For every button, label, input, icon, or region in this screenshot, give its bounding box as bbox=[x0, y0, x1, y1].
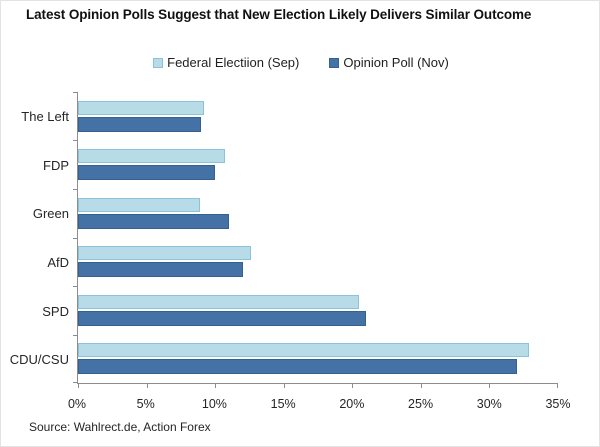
x-axis-tick bbox=[146, 383, 148, 388]
x-axis-tick bbox=[489, 383, 491, 388]
category-label-afd: AfD bbox=[47, 254, 69, 270]
x-axis-tick bbox=[420, 383, 422, 388]
plot-area bbox=[73, 92, 558, 388]
category-label-the-left: The Left bbox=[21, 108, 69, 124]
y-axis-category-labels: The Left FDP Green AfD SPD CDU/CSU bbox=[1, 92, 71, 384]
x-axis-label-10pct: 10% bbox=[201, 397, 227, 411]
y-axis-tick bbox=[73, 140, 78, 142]
category-label-fdp: FDP bbox=[43, 157, 69, 173]
bar-cdu-csu-series-0 bbox=[78, 343, 530, 358]
source-note: Source: Wahlrect.de, Action Forex bbox=[29, 420, 211, 434]
bar-the-left-series-0 bbox=[78, 100, 205, 115]
chart-title: Latest Opinion Polls Suggest that New El… bbox=[26, 7, 532, 22]
x-axis-label-35pct: 35% bbox=[545, 397, 571, 411]
category-label-green: Green bbox=[32, 206, 69, 222]
bar-afd-series-0 bbox=[78, 246, 251, 261]
legend-swatch-dark-blue bbox=[329, 57, 340, 68]
y-axis-tick bbox=[73, 285, 78, 287]
bar-group-the-left bbox=[78, 92, 558, 141]
legend-label-federal-election: Federal Electiion (Sep) bbox=[167, 55, 300, 70]
bar-afd-series-1 bbox=[78, 262, 243, 278]
x-axis-label-15pct: 15% bbox=[270, 397, 296, 411]
bar-green-series-1 bbox=[78, 213, 229, 229]
x-axis-label-0pct: 0% bbox=[67, 397, 87, 411]
bar-group-spd bbox=[78, 286, 558, 335]
category-label-spd: SPD bbox=[42, 303, 69, 319]
x-axis-label-5pct: 5% bbox=[136, 397, 155, 411]
bar-group-afd bbox=[78, 238, 558, 287]
bar-fdp-series-0 bbox=[78, 149, 225, 164]
bar-group-fdp bbox=[78, 141, 558, 190]
y-axis-tick bbox=[73, 334, 78, 336]
x-axis-label-20pct: 20% bbox=[339, 397, 365, 411]
legend-item-federal-election: Federal Electiion (Sep) bbox=[153, 55, 299, 70]
bar-the-left-series-1 bbox=[78, 116, 202, 132]
bar-group-green bbox=[78, 189, 558, 238]
x-axis-tick bbox=[557, 383, 558, 388]
category-label-cdu-csu: CDU/CSU bbox=[9, 352, 69, 368]
legend-label-opinion-poll: Opinion Poll (Nov) bbox=[343, 55, 449, 70]
legend-swatch-light-blue bbox=[153, 57, 164, 68]
x-axis-tick bbox=[283, 383, 285, 388]
legend-item-opinion-poll: Opinion Poll (Nov) bbox=[329, 55, 449, 70]
x-axis-tick bbox=[78, 383, 79, 388]
y-axis-tick bbox=[73, 92, 78, 93]
bar-spd-series-0 bbox=[78, 294, 360, 309]
x-axis-tick-labels: 0% 5% 10% 15% 20% 25% 30% 35% bbox=[68, 397, 571, 413]
x-axis-tick bbox=[352, 383, 354, 388]
x-axis-tick bbox=[215, 383, 217, 388]
y-axis-tick bbox=[73, 188, 78, 190]
y-axis-tick bbox=[73, 237, 78, 239]
bar-spd-series-1 bbox=[78, 310, 366, 326]
bar-cdu-csu-series-1 bbox=[78, 359, 517, 375]
x-axis-label-30pct: 30% bbox=[476, 397, 502, 411]
x-axis-label-25pct: 25% bbox=[408, 397, 434, 411]
bar-fdp-series-1 bbox=[78, 165, 216, 181]
legend: Federal Electiion (Sep) Opinion Poll (No… bbox=[1, 55, 599, 70]
bar-group-cdu-csu bbox=[78, 335, 558, 384]
bar-green-series-0 bbox=[78, 197, 201, 212]
y-axis-tick bbox=[73, 382, 78, 383]
